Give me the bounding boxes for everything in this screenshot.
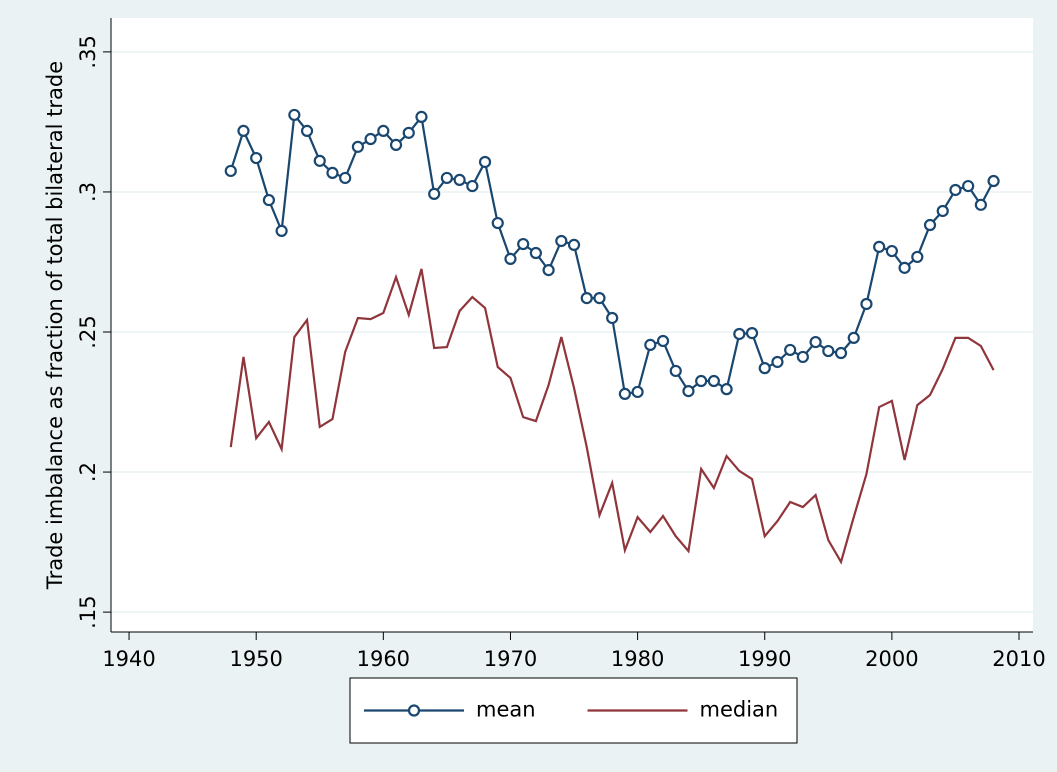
point — [822, 344, 835, 358]
point — [682, 385, 695, 398]
point — [567, 238, 581, 251]
point — [962, 179, 975, 193]
point — [834, 346, 848, 360]
point — [529, 246, 542, 260]
point — [949, 183, 962, 197]
point — [847, 331, 860, 344]
point — [262, 193, 276, 207]
point — [784, 343, 797, 357]
x-tick-label: 2010 — [992, 647, 1045, 671]
point — [288, 108, 301, 122]
y-tick-label: .25 — [76, 315, 100, 348]
point — [745, 327, 759, 340]
point — [377, 124, 390, 137]
point — [923, 218, 937, 232]
point — [606, 311, 619, 325]
x-tick-label: 1990 — [738, 647, 791, 671]
point — [885, 244, 898, 258]
y-tick-label: .3 — [76, 182, 100, 202]
point — [224, 164, 237, 178]
legend-label: mean — [476, 698, 536, 722]
point — [631, 385, 644, 399]
point — [440, 171, 453, 185]
point — [707, 374, 720, 388]
point — [237, 124, 250, 137]
point — [542, 263, 555, 277]
point — [898, 261, 911, 274]
point — [860, 297, 873, 311]
point — [453, 173, 466, 187]
point — [656, 334, 670, 348]
plot-area — [111, 18, 1033, 632]
point — [695, 374, 708, 388]
point — [250, 151, 263, 165]
point — [733, 327, 746, 341]
y-tick-label: .35 — [76, 35, 100, 68]
point — [300, 124, 314, 137]
point — [313, 154, 326, 167]
legend-label: median — [700, 698, 779, 722]
point — [873, 240, 886, 253]
point — [351, 140, 365, 153]
point — [580, 292, 593, 305]
point — [415, 110, 428, 123]
point — [517, 237, 530, 251]
y-tick-label: .15 — [76, 595, 100, 628]
point — [669, 364, 682, 378]
point — [593, 292, 606, 305]
y-tick-label: .2 — [76, 462, 100, 482]
x-tick-label: 1980 — [611, 647, 664, 671]
point — [936, 204, 949, 218]
point — [555, 234, 568, 248]
point — [326, 166, 339, 180]
point — [796, 350, 809, 364]
point — [466, 179, 479, 193]
point — [275, 224, 288, 237]
point — [720, 383, 733, 396]
point — [478, 155, 492, 169]
point — [428, 187, 441, 201]
series-line — [229, 268, 995, 565]
y-axis-title: Trade imbalance as fraction of total bil… — [43, 61, 67, 590]
point — [402, 126, 415, 139]
point — [491, 216, 504, 230]
point — [364, 132, 377, 146]
point — [644, 338, 657, 351]
point — [504, 252, 517, 265]
x-tick-label: 1970 — [484, 647, 537, 671]
point — [974, 198, 987, 211]
legend-marker — [407, 704, 421, 717]
point — [771, 355, 784, 369]
point — [339, 171, 352, 185]
point — [389, 138, 403, 151]
point — [809, 335, 822, 349]
point — [618, 387, 631, 401]
point — [987, 174, 1000, 188]
x-tick-label: 2000 — [865, 647, 918, 671]
x-tick-label: 1950 — [229, 647, 282, 671]
point — [758, 362, 771, 375]
x-tick-label: 1940 — [102, 647, 155, 671]
x-tick-label: 1960 — [357, 647, 410, 671]
point — [911, 250, 924, 264]
